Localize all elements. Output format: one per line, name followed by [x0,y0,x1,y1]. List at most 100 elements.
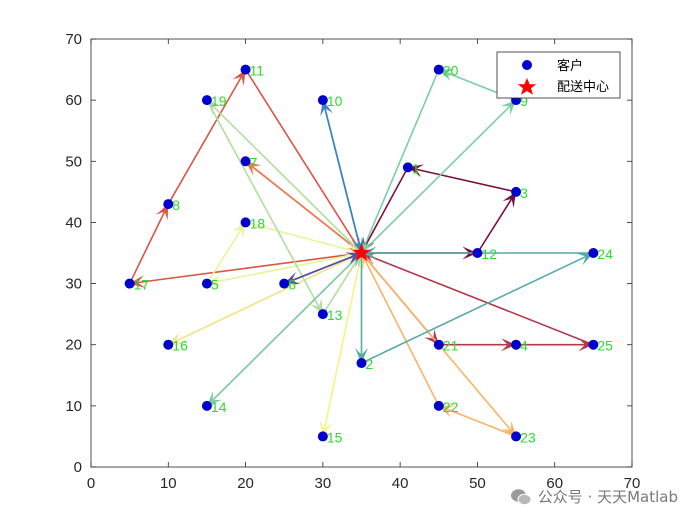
route-arrow-head [355,348,368,364]
customer-label-6: 6 [288,277,296,293]
route-arrow-head [501,338,517,352]
route-arrow-line [244,69,358,247]
customer-point-11 [240,64,251,75]
customer-point-1 [402,162,413,173]
customer-label-1: 1 [412,160,420,176]
route-arrow-line [206,258,357,407]
route-arrow-head [232,69,246,86]
route-8 [206,221,362,288]
customer-label-12: 12 [481,246,497,262]
customer-point-19 [201,95,212,106]
customer-point-13 [317,309,328,320]
x-tick-label: 0 [87,475,95,492]
customer-point-20 [433,64,444,75]
x-tick-label: 30 [315,475,332,492]
route-arrow-line [206,228,242,284]
watermark: 公众号 · 天天Matlab [510,486,678,507]
x-tick-label: 40 [392,475,409,492]
plot-frame [90,38,633,468]
customer-point-15 [317,431,328,442]
legend-depot-label: 配送中心 [557,80,609,95]
customer-label-25: 25 [597,338,613,354]
route-arrow-line [128,211,166,284]
x-tick-label: 10 [160,475,177,492]
route-arrow-line [212,105,363,254]
customer-label-17: 17 [134,277,150,293]
customer-label-7: 7 [250,154,258,170]
route-arrow-line [476,198,513,254]
y-tick-label: 70 [65,31,82,48]
y-tick-label: 0 [74,459,82,476]
y-tick-label: 10 [65,398,82,415]
route-arrow-head [129,275,146,289]
legend: 客户 配送中心 [496,51,621,99]
x-tick-label: 60 [546,475,563,492]
customer-point-2 [356,358,367,369]
route-arrow-line [368,255,594,346]
y-tick-label: 20 [65,337,82,354]
watermark-text: 公众号 · 天天Matlab [537,488,678,506]
route-arrow-line [446,408,517,438]
legend-depot-marker [517,78,537,95]
y-tick-label: 30 [65,276,82,293]
customer-point-25 [588,339,599,350]
route-arrow-head [155,204,169,221]
customer-label-9: 9 [520,93,528,109]
wechat-icon [510,488,532,505]
customer-point-6 [279,278,290,289]
route-arrow-line [322,99,361,246]
customer-label-16: 16 [172,338,188,354]
customer-point-14 [201,400,212,411]
x-tick-label: 20 [237,475,254,492]
route-arrow-line [360,105,511,254]
customer-label-20: 20 [443,63,459,79]
customer-label-11: 11 [250,63,265,79]
route-arrow-line [322,260,361,437]
customer-label-19: 19 [211,93,227,109]
route-11 [360,69,517,254]
x-tick-label: 70 [624,475,641,492]
route-arrow-head [206,100,223,116]
customer-label-5: 5 [211,277,219,293]
customer-label-24: 24 [597,246,613,262]
route-arrow-head [309,297,323,315]
route-arrow-line [322,259,358,315]
route-7 [319,252,365,437]
legend-customer-label: 客户 [557,58,583,74]
customer-label-18: 18 [250,215,266,231]
route-arrow-head [578,338,594,352]
route-arrow-line [364,260,440,407]
customer-label-2: 2 [366,356,374,372]
customer-point-8 [163,199,174,210]
route-arrow-line [167,76,243,205]
route-arrow-head [501,420,517,437]
route-arrow-head [168,332,185,345]
route-arrow-line [167,255,355,346]
customer-label-3: 3 [520,185,528,201]
route-arrow-head [361,236,374,253]
route-arrow-head [232,222,246,239]
route-arrow-head [502,191,517,209]
y-tick-label: 50 [65,153,82,170]
customer-label-8: 8 [172,197,180,213]
route-arrow-line [137,252,362,284]
customer-label-22: 22 [443,399,459,415]
route-arrow-line [245,221,354,252]
route-arrow-line [361,255,587,364]
customer-point-7 [240,156,251,167]
route-arrow-head [500,100,517,116]
customer-point-22 [433,400,444,411]
route-arrow-line [283,255,355,285]
route-10 [206,252,363,407]
customer-point-24 [588,248,599,258]
axes-layer: 0 10 20 30 40 50 60 70 0 10 20 30 40 50 60 70 [65,31,640,492]
customer-point-4 [511,339,522,350]
customer-point-16 [163,339,174,350]
x-tick-label: 50 [469,475,486,492]
customer-point-21 [433,339,444,350]
customer-point-5 [201,278,212,289]
route-2 [360,252,594,352]
customer-label-21: 21 [443,338,459,354]
